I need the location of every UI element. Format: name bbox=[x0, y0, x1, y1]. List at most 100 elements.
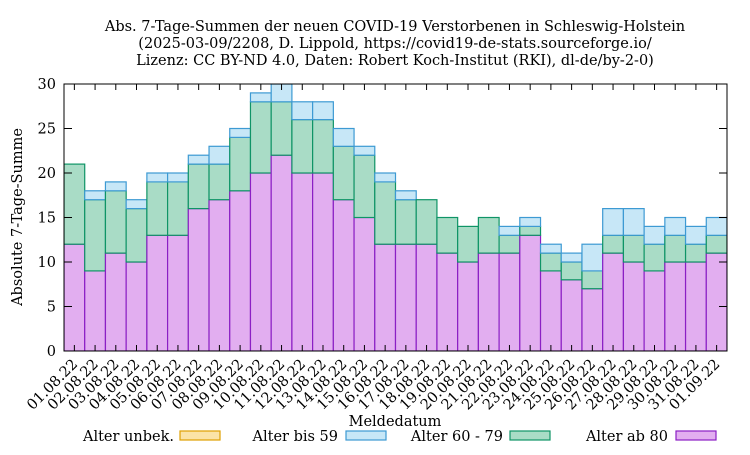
bar-alter-ab-80-28.08.22 bbox=[622, 261, 645, 351]
bar-alter-bis-59-03.08.22 bbox=[104, 181, 127, 192]
bar-alter-bis-59-25.08.22 bbox=[560, 252, 583, 263]
chart-title-line-1: Abs. 7-Tage-Summen der neuen COVID-19 Ve… bbox=[104, 19, 685, 35]
bar-alter-60-79-03.08.22 bbox=[104, 190, 127, 254]
bar-alter-bis-59-09.08.22 bbox=[229, 127, 252, 138]
legend-label: Alter unbek. bbox=[82, 429, 174, 445]
bar-alter-60-79-22.08.22 bbox=[498, 234, 521, 254]
bar-alter-60-79-13.08.22 bbox=[312, 118, 334, 174]
bar-alter-60-79-01.09.22 bbox=[705, 234, 727, 254]
bar-alter-ab-80-17.08.22 bbox=[394, 243, 417, 351]
bar-alter-60-79-20.08.22 bbox=[457, 225, 479, 263]
bar-alter-60-79-18.08.22 bbox=[415, 199, 438, 245]
bar-alter-bis-59-24.08.22 bbox=[539, 243, 562, 254]
bar-alter-60-79-01.08.22 bbox=[64, 163, 86, 245]
y-tick-label: 5 bbox=[47, 300, 56, 316]
bar-alter-bis-59-12.08.22 bbox=[291, 101, 314, 121]
bar-alter-60-79-19.08.22 bbox=[436, 216, 459, 254]
bar-alter-bis-59-17.08.22 bbox=[394, 190, 417, 201]
bar-alter-60-79-24.08.22 bbox=[539, 252, 562, 272]
bar-alter-60-79-08.08.22 bbox=[208, 163, 231, 201]
bar-alter-ab-80-31.08.22 bbox=[684, 261, 707, 351]
bar-alter-ab-80-05.08.22 bbox=[146, 234, 169, 351]
bar-alter-bis-59-29.08.22 bbox=[643, 225, 666, 245]
bar-alter-bis-59-27.08.22 bbox=[602, 208, 625, 236]
bar-alter-bis-59-22.08.22 bbox=[498, 225, 521, 236]
bar-alter-bis-59-31.08.22 bbox=[684, 225, 707, 245]
y-tick-label: 25 bbox=[38, 122, 56, 138]
bar-alter-60-79-05.08.22 bbox=[146, 181, 169, 236]
bar-alter-60-79-14.08.22 bbox=[332, 145, 355, 201]
legend: Alter unbek. Alter bis 59 Alter 60 - 79 Alt… bbox=[82, 429, 717, 445]
bar-alter-bis-59-06.08.22 bbox=[166, 172, 189, 183]
bar-alter-60-79-12.08.22 bbox=[291, 118, 314, 174]
bar-alter-ab-80-26.08.22 bbox=[581, 288, 604, 351]
bar-alter-ab-80-23.08.22 bbox=[519, 234, 542, 351]
bar-alter-ab-80-02.08.22 bbox=[84, 270, 107, 351]
bar-alter-60-79-06.08.22 bbox=[166, 181, 189, 236]
legend-swatch bbox=[675, 430, 717, 441]
legend-label: Alter 60 - 79 bbox=[410, 429, 503, 445]
y-axis-label: Absolute 7-Tage-Summe bbox=[10, 128, 26, 307]
legend-swatch bbox=[345, 430, 387, 441]
bar-alter-bis-59-05.08.22 bbox=[146, 172, 169, 183]
bars-layer bbox=[64, 84, 727, 351]
legend-swatch bbox=[509, 430, 551, 441]
bar-alter-bis-59-26.08.22 bbox=[581, 243, 604, 272]
bar-alter-bis-59-16.08.22 bbox=[374, 172, 397, 183]
bar-alter-60-79-28.08.22 bbox=[622, 234, 645, 263]
chart-title-line-3: Lizenz: CC BY-ND 4.0, Daten: Robert Koch… bbox=[136, 53, 654, 69]
bar-alter-bis-59-30.08.22 bbox=[664, 216, 687, 236]
bar-alter-bis-59-28.08.22 bbox=[622, 208, 645, 236]
bar-alter-60-79-09.08.22 bbox=[229, 136, 252, 192]
bar-alter-ab-80-22.08.22 bbox=[498, 252, 521, 351]
y-tick-label: 15 bbox=[38, 211, 56, 227]
legend-swatch bbox=[179, 430, 221, 441]
bar-alter-ab-80-29.08.22 bbox=[643, 270, 666, 351]
bar-alter-bis-59-08.08.22 bbox=[208, 145, 231, 165]
bar-alter-60-79-11.08.22 bbox=[270, 101, 293, 156]
bar-alter-ab-80-18.08.22 bbox=[415, 243, 438, 351]
bar-alter-ab-80-30.08.22 bbox=[664, 261, 687, 351]
x-axis-label: Meldedatum bbox=[349, 414, 442, 430]
bar-alter-ab-80-04.08.22 bbox=[125, 261, 148, 351]
x-axis: 01.08.2202.08.2203.08.2204.08.2205.08.22… bbox=[24, 84, 723, 413]
bar-alter-60-79-16.08.22 bbox=[374, 181, 397, 245]
legend-label: Alter bis 59 bbox=[252, 429, 338, 445]
bar-alter-ab-80-08.08.22 bbox=[208, 199, 231, 351]
bar-alter-60-79-15.08.22 bbox=[353, 154, 376, 219]
bar-alter-60-79-26.08.22 bbox=[581, 270, 604, 290]
y-tick-label: 30 bbox=[38, 77, 56, 93]
bar-alter-ab-80-19.08.22 bbox=[436, 252, 459, 351]
bar-alter-bis-59-14.08.22 bbox=[332, 127, 355, 147]
bar-alter-ab-80-09.08.22 bbox=[229, 190, 252, 351]
y-tick-label: 20 bbox=[38, 166, 56, 182]
bar-alter-ab-80-11.08.22 bbox=[270, 154, 293, 351]
y-tick-label: 10 bbox=[38, 255, 56, 271]
bar-alter-60-79-07.08.22 bbox=[187, 163, 210, 210]
bar-alter-ab-80-24.08.22 bbox=[539, 270, 562, 351]
bar-alter-ab-80-03.08.22 bbox=[104, 252, 127, 351]
bar-alter-60-79-17.08.22 bbox=[394, 199, 417, 245]
bar-alter-bis-59-23.08.22 bbox=[519, 216, 542, 227]
bar-alter-ab-80-01.08.22 bbox=[64, 243, 86, 351]
bar-alter-60-79-04.08.22 bbox=[125, 208, 148, 263]
bar-alter-ab-80-07.08.22 bbox=[187, 208, 210, 351]
chart-title-line-2: (2025-03-09/2208, D. Lippold, https://co… bbox=[138, 36, 652, 52]
bar-alter-60-79-31.08.22 bbox=[684, 243, 707, 263]
y-axis: 0 5 10 15 20 25 30 bbox=[38, 77, 727, 360]
bar-alter-60-79-27.08.22 bbox=[602, 234, 625, 254]
bar-alter-bis-59-07.08.22 bbox=[187, 154, 210, 165]
bar-alter-bis-59-02.08.22 bbox=[84, 190, 107, 201]
bar-alter-60-79-29.08.22 bbox=[643, 243, 666, 272]
bar-alter-60-79-23.08.22 bbox=[519, 225, 542, 236]
bar-alter-ab-80-01.09.22 bbox=[705, 252, 727, 351]
bar-alter-ab-80-12.08.22 bbox=[291, 172, 314, 351]
bar-alter-ab-80-13.08.22 bbox=[312, 172, 334, 351]
legend-label: Alter ab 80 bbox=[585, 429, 668, 445]
bar-alter-ab-80-10.08.22 bbox=[249, 172, 272, 351]
bar-alter-bis-59-04.08.22 bbox=[125, 199, 148, 210]
bar-alter-ab-80-25.08.22 bbox=[560, 279, 583, 351]
bar-alter-60-79-02.08.22 bbox=[84, 199, 107, 272]
y-tick-label: 0 bbox=[47, 344, 56, 360]
